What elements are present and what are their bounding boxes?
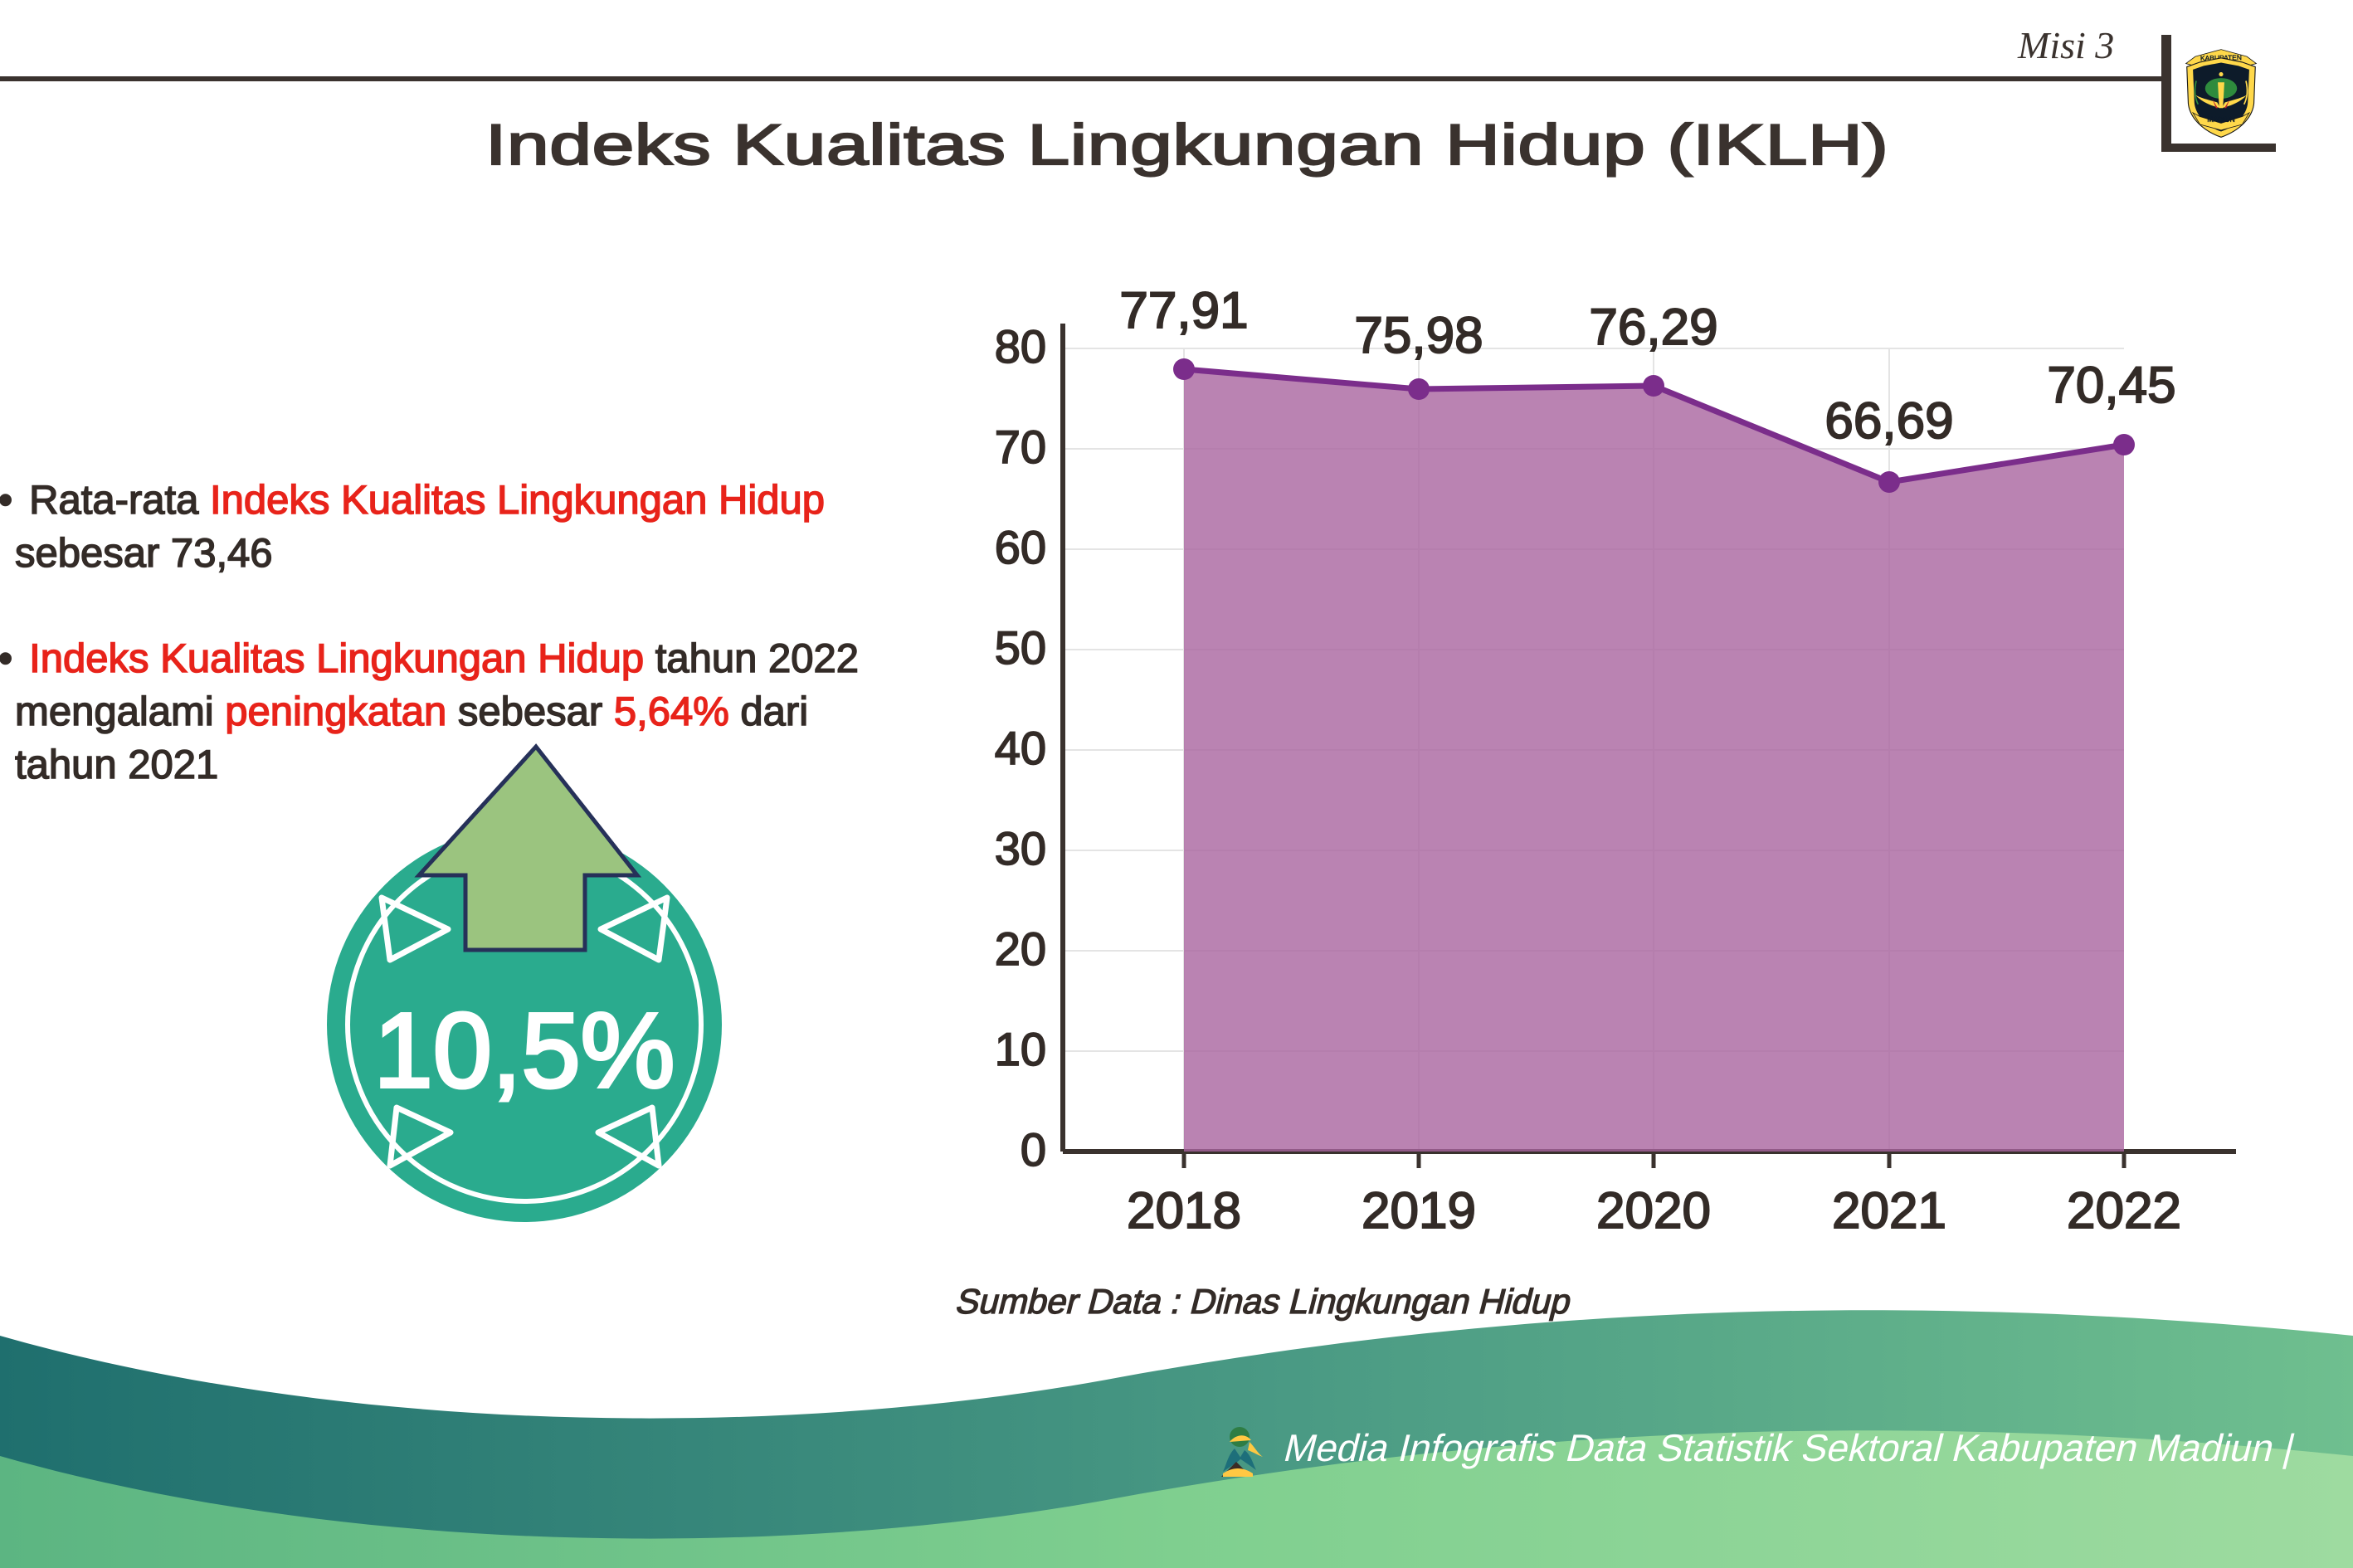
svg-text:30: 30	[995, 822, 1046, 874]
svg-text:20: 20	[995, 923, 1046, 975]
svg-text:75,98: 75,98	[1354, 307, 1483, 364]
svg-text:66,69: 66,69	[1824, 392, 1953, 450]
svg-text:77,91: 77,91	[1119, 282, 1248, 339]
svg-text:10: 10	[995, 1023, 1046, 1075]
svg-text:2018: 2018	[1127, 1182, 1241, 1239]
svg-text:40: 40	[995, 722, 1046, 774]
svg-text:2022: 2022	[2067, 1182, 2181, 1239]
svg-text:2019: 2019	[1362, 1182, 1476, 1239]
svg-text:70,45: 70,45	[2047, 357, 2175, 414]
svg-text:76,29: 76,29	[1589, 299, 1717, 356]
svg-text:0: 0	[1021, 1123, 1046, 1176]
svg-text:80: 80	[995, 320, 1046, 373]
svg-text:2021: 2021	[1832, 1182, 1946, 1239]
svg-text:10,5%: 10,5%	[374, 991, 675, 1110]
svg-text:60: 60	[995, 521, 1046, 573]
svg-text:70: 70	[995, 421, 1046, 473]
svg-text:50: 50	[995, 621, 1046, 674]
svg-text:2020: 2020	[1596, 1182, 1711, 1239]
